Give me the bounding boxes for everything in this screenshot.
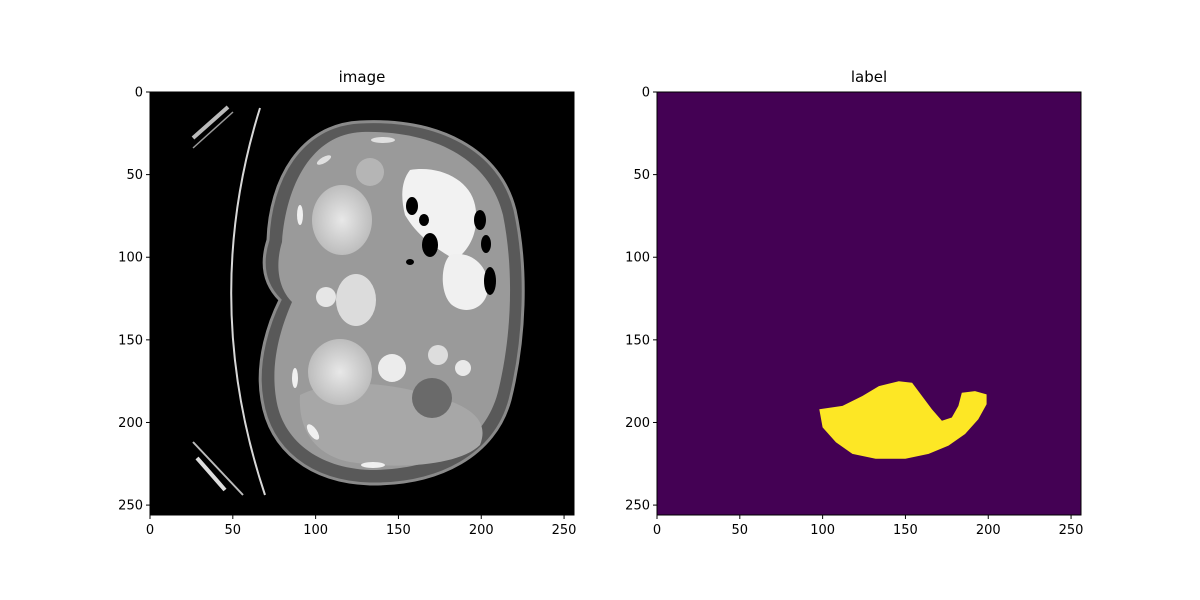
label-x-tick-label: 100 [810,523,835,538]
image-y-tick-label: 200 [118,416,143,431]
label-x-tick-label: 50 [732,523,749,538]
image-title: image [339,68,386,86]
image-y-tick-label: 50 [126,168,143,183]
label-axes-frame [656,91,1082,516]
image-y-tick-label: 0 [135,86,143,101]
image-x-tick-label: 0 [146,523,154,538]
label-x-tick-label: 0 [653,523,661,538]
image-y-tick-label: 100 [118,251,143,266]
image-x-tick-label: 50 [225,523,242,538]
image-x-tick-label: 150 [386,523,411,538]
label-title: label [851,68,887,86]
label-y-tick-label: 50 [633,168,650,183]
image-panel: image [118,68,576,538]
label-y-tick-label: 150 [625,333,650,348]
label-x-tick-label: 250 [1059,523,1084,538]
ct-scan-image [150,92,574,515]
label-y-tick-label: 200 [625,416,650,431]
label-y-tick-label: 0 [642,86,650,101]
image-x-tick-label: 100 [303,523,328,538]
image-x-tick-label: 200 [469,523,494,538]
label-y-tick-label: 250 [625,499,650,514]
image-y-tick-label: 150 [118,333,143,348]
label-y-tick-label: 100 [625,251,650,266]
image-axes-frame [149,91,575,516]
label-x-tick-label: 150 [893,523,918,538]
segmentation-mask [819,381,987,459]
label-x-tick-label: 200 [976,523,1001,538]
image-y-tick-label: 250 [118,499,143,514]
image-x-tick-label: 250 [552,523,577,538]
